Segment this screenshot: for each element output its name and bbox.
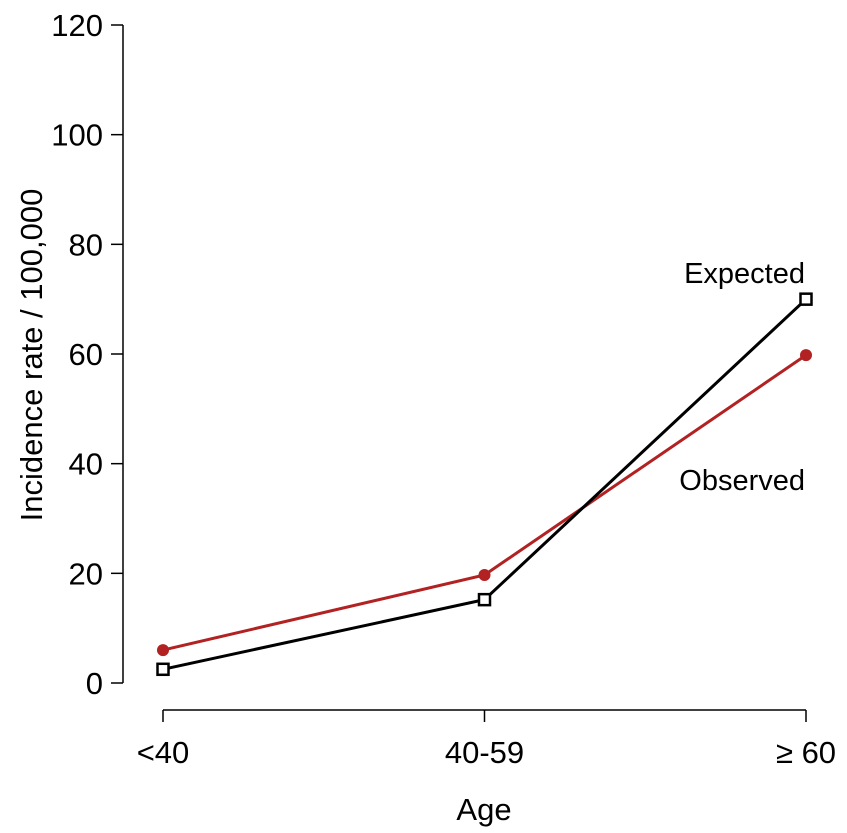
observed-series: [157, 349, 812, 657]
y-tick-label: 100: [51, 118, 103, 153]
series-layer: [156, 292, 813, 677]
y-tick-label: 120: [51, 8, 103, 43]
x-tick-label: 40-59: [445, 735, 524, 770]
y-tick-label: 80: [69, 227, 103, 262]
y-tick-label: 40: [69, 447, 103, 482]
expected-series: [156, 292, 813, 677]
y-axis: 0 20 40 60 80 100 120: [51, 8, 124, 701]
y-tick-label: 20: [69, 556, 103, 591]
y-axis-title: Incidence rate / 100,000: [14, 189, 49, 522]
observed-point: [157, 644, 169, 657]
expected-point: [156, 662, 170, 677]
observed-point: [800, 349, 812, 362]
expected-point: [799, 292, 813, 306]
y-tick-label: 60: [69, 337, 103, 372]
expected-point: [477, 592, 492, 607]
x-tick-label: <40: [137, 735, 190, 770]
observed-series-label: Observed: [679, 465, 805, 497]
x-axis: <40 40-59 ≥ 60: [137, 709, 836, 770]
x-tick-label: ≥ 60: [776, 735, 836, 770]
x-axis-title: Age: [456, 792, 511, 827]
observed-point: [478, 568, 491, 581]
y-tick-label: 0: [86, 666, 103, 701]
expected-series-label: Expected: [684, 258, 805, 290]
